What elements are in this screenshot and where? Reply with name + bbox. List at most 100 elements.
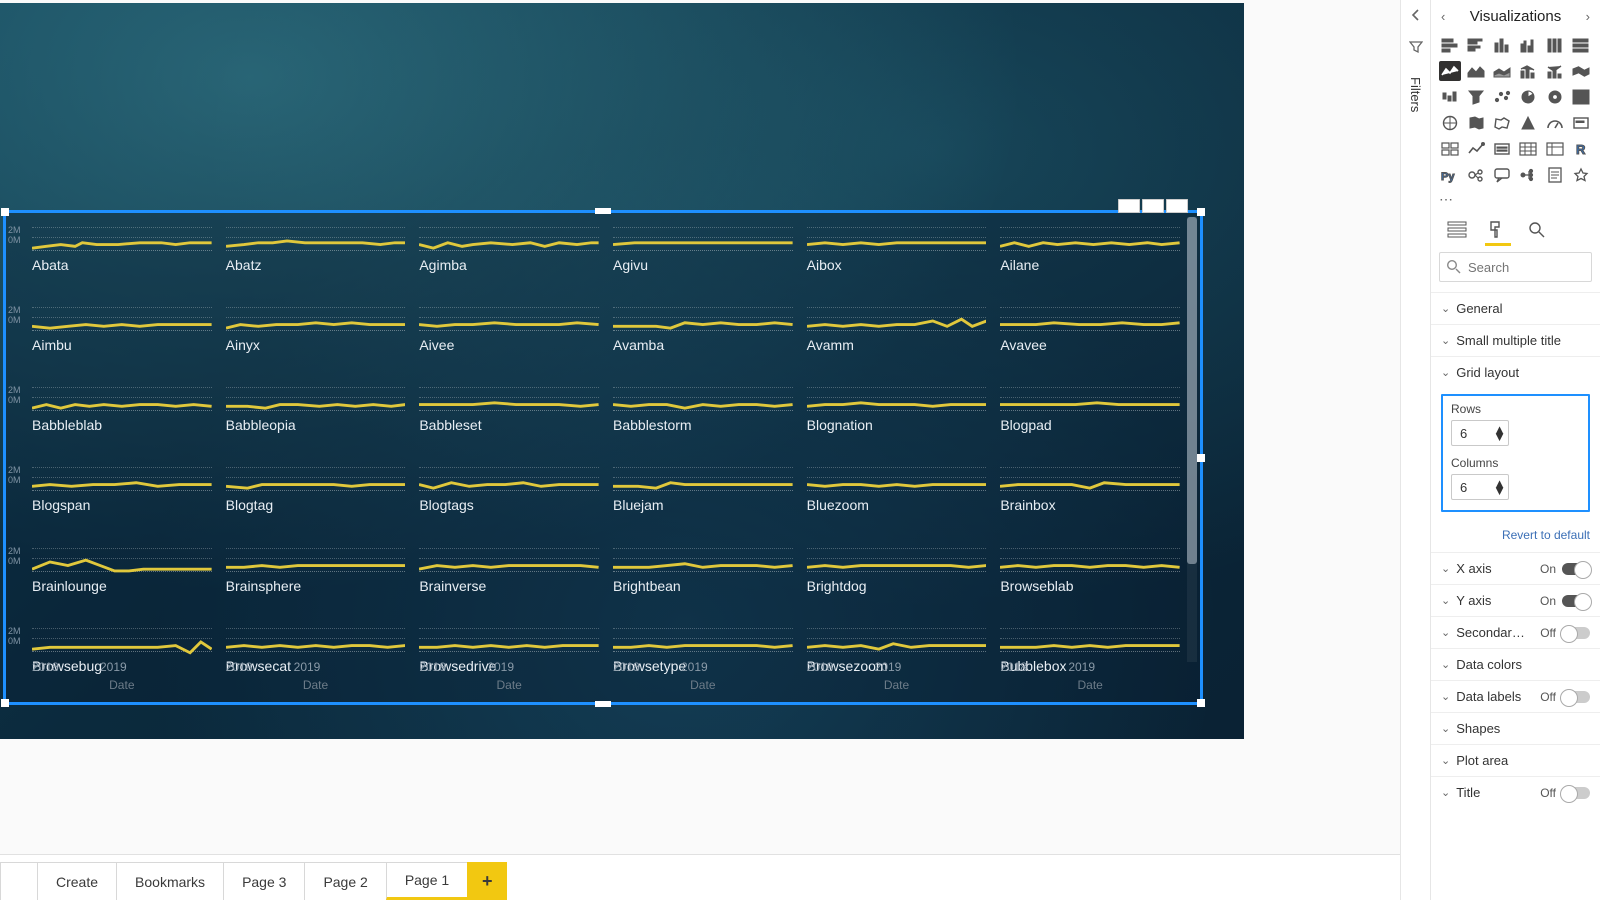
section-shapes[interactable]: ⌄Shapes (1431, 713, 1600, 744)
section-secondary-axis[interactable]: ⌄Secondar… Off (1431, 617, 1600, 648)
visual-type-kpi[interactable] (1465, 139, 1487, 159)
format-search-input[interactable] (1439, 252, 1592, 282)
rows-spinner[interactable]: 6 ▲▼ (1451, 420, 1509, 446)
visual-type-stacked100-bar[interactable] (1570, 35, 1592, 55)
small-multiple-cell[interactable]: Avamba (609, 297, 797, 377)
visual-type-line[interactable] (1439, 61, 1461, 81)
small-multiple-cell[interactable]: Blogtag (222, 457, 410, 537)
visual-type-paginated[interactable] (1544, 165, 1566, 185)
resize-handle-tl[interactable] (1, 208, 9, 216)
section-small-multiple-title[interactable]: ⌄Small multiple title (1431, 325, 1600, 356)
visual-type-table[interactable] (1517, 139, 1539, 159)
selected-visual[interactable]: 2M0M Abata Abatz Agimba Agivu (3, 210, 1203, 705)
format-mode-icon[interactable] (1487, 220, 1509, 240)
section-title[interactable]: ⌄Title Off (1431, 777, 1600, 808)
visual-type-slicer[interactable] (1491, 139, 1513, 159)
section-grid-layout[interactable]: ⌄Grid layout (1431, 357, 1600, 388)
columns-spinner[interactable]: 6 ▲▼ (1451, 474, 1509, 500)
visual-type-qna[interactable] (1491, 165, 1513, 185)
small-multiple-cell[interactable]: Avamm (803, 297, 991, 377)
visual-type-ribbon[interactable] (1570, 61, 1592, 81)
visual-type-line-col[interactable] (1517, 61, 1539, 81)
small-multiple-cell[interactable]: 2M0M Abata (28, 217, 216, 297)
x-axis-toggle[interactable] (1562, 563, 1590, 575)
fields-mode-icon[interactable] (1447, 220, 1469, 240)
visual-type-decomp[interactable] (1517, 165, 1539, 185)
page-tab[interactable]: Create (37, 862, 117, 900)
visual-type-scatter[interactable] (1491, 87, 1513, 107)
small-multiple-cell[interactable]: Bluejam (609, 457, 797, 537)
secondary-axis-toggle[interactable] (1562, 627, 1590, 639)
columns-stepper[interactable]: ▲▼ (1493, 480, 1506, 494)
page-tab-cut[interactable] (0, 862, 38, 900)
small-multiple-cell[interactable]: Browseblab (996, 538, 1184, 618)
visual-type-azure-map[interactable] (1517, 113, 1539, 133)
small-multiple-cell[interactable]: Avavee (996, 297, 1184, 377)
small-multiple-cell[interactable]: 2M0M Blogspan (28, 457, 216, 537)
scrollbar-thumb[interactable] (1187, 217, 1197, 564)
small-multiple-cell[interactable]: Aivee (415, 297, 603, 377)
small-multiple-cell[interactable]: Aibox (803, 217, 991, 297)
visual-type-filled-map[interactable] (1465, 113, 1487, 133)
analytics-mode-icon[interactable] (1527, 220, 1549, 240)
visual-header-focus-icon[interactable] (1142, 199, 1164, 213)
add-page-button[interactable]: + (467, 862, 507, 900)
pane-expand-icon[interactable]: › (1586, 9, 1590, 24)
small-multiple-cell[interactable]: 2M0M Brainlounge (28, 538, 216, 618)
section-general[interactable]: ⌄General (1431, 293, 1600, 324)
visual-type-card[interactable] (1570, 113, 1592, 133)
filters-expand-icon[interactable] (1410, 8, 1422, 26)
page-tab[interactable]: Page 2 (304, 862, 386, 900)
visual-type-py-visual[interactable]: Py (1439, 165, 1461, 185)
resize-handle-tr[interactable] (1197, 208, 1205, 216)
resize-handle-mt[interactable] (595, 208, 611, 214)
section-plot-area[interactable]: ⌄Plot area (1431, 745, 1600, 776)
section-data-colors[interactable]: ⌄Data colors (1431, 649, 1600, 680)
visual-type-waterfall[interactable] (1439, 87, 1461, 107)
small-multiple-cell[interactable]: Bluezoom (803, 457, 991, 537)
small-multiple-cell[interactable]: Blogpad (996, 377, 1184, 457)
report-canvas[interactable]: 2M0M Abata Abatz Agimba Agivu (0, 0, 1400, 854)
small-multiple-cell[interactable]: Brightbean (609, 538, 797, 618)
small-multiple-cell[interactable]: Babblestorm (609, 377, 797, 457)
small-multiple-cell[interactable]: Blogtags (415, 457, 603, 537)
small-multiple-cell[interactable]: Brainsphere (222, 538, 410, 618)
visual-type-line-col2[interactable] (1544, 61, 1566, 81)
resize-handle-bl[interactable] (1, 699, 9, 707)
small-multiple-cell[interactable]: 2M0M Babbleblab (28, 377, 216, 457)
visual-type-multi-card[interactable] (1439, 139, 1461, 159)
resize-handle-br[interactable] (1197, 699, 1205, 707)
small-multiple-cell[interactable]: Brightdog (803, 538, 991, 618)
small-multiple-cell[interactable]: Ainyx (222, 297, 410, 377)
page-tab[interactable]: Page 1 (386, 862, 468, 900)
visual-type-funnel[interactable] (1465, 87, 1487, 107)
visual-type-clustered-bar[interactable] (1465, 35, 1487, 55)
visual-scrollbar[interactable] (1187, 217, 1197, 662)
small-multiple-cell[interactable]: Agivu (609, 217, 797, 297)
more-visuals-button[interactable]: ⋯ (1431, 191, 1600, 214)
visual-header-more-icon[interactable] (1166, 199, 1188, 213)
visual-type-stacked-col[interactable] (1491, 35, 1513, 55)
visual-type-key-influencer[interactable] (1465, 165, 1487, 185)
visual-type-map[interactable] (1439, 113, 1461, 133)
visual-type-gauge[interactable] (1544, 113, 1566, 133)
visual-header-filter-icon[interactable] (1118, 199, 1140, 213)
section-x-axis[interactable]: ⌄X axis On (1431, 553, 1600, 584)
visual-type-r-visual[interactable]: R (1570, 139, 1592, 159)
visual-type-custom[interactable] (1570, 165, 1592, 185)
visual-type-stacked-area[interactable] (1491, 61, 1513, 81)
small-multiple-cell[interactable]: Abatz (222, 217, 410, 297)
resize-handle-mb[interactable] (595, 701, 611, 707)
visual-type-stacked-bar[interactable] (1439, 35, 1461, 55)
page-tab[interactable]: Bookmarks (116, 862, 224, 900)
small-multiple-cell[interactable]: Babbleopia (222, 377, 410, 457)
pane-collapse-icon[interactable]: ‹ (1441, 9, 1445, 24)
small-multiple-cell[interactable]: Blognation (803, 377, 991, 457)
visual-type-shape-map[interactable] (1491, 113, 1513, 133)
y-axis-toggle[interactable] (1562, 595, 1590, 607)
small-multiple-cell[interactable]: Brainverse (415, 538, 603, 618)
visual-type-matrix[interactable] (1544, 139, 1566, 159)
section-data-labels[interactable]: ⌄Data labels Off (1431, 681, 1600, 712)
page-tab[interactable]: Page 3 (223, 862, 305, 900)
small-multiple-cell[interactable]: Ailane (996, 217, 1184, 297)
